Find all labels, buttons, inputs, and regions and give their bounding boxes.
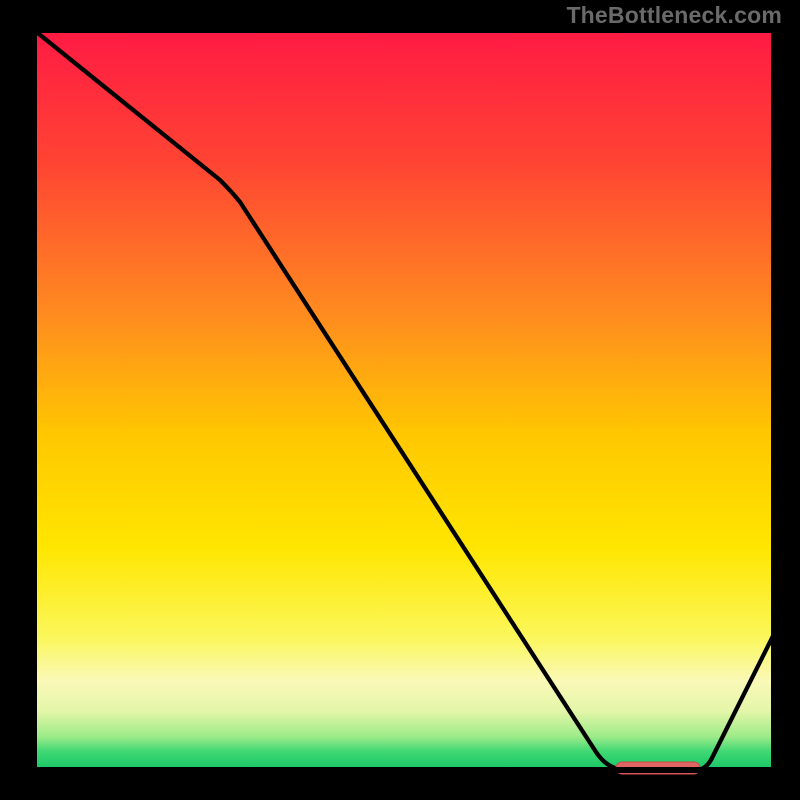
plot-background: [34, 30, 774, 770]
watermark-text: TheBottleneck.com: [566, 2, 782, 29]
chart-svg: [0, 0, 800, 800]
